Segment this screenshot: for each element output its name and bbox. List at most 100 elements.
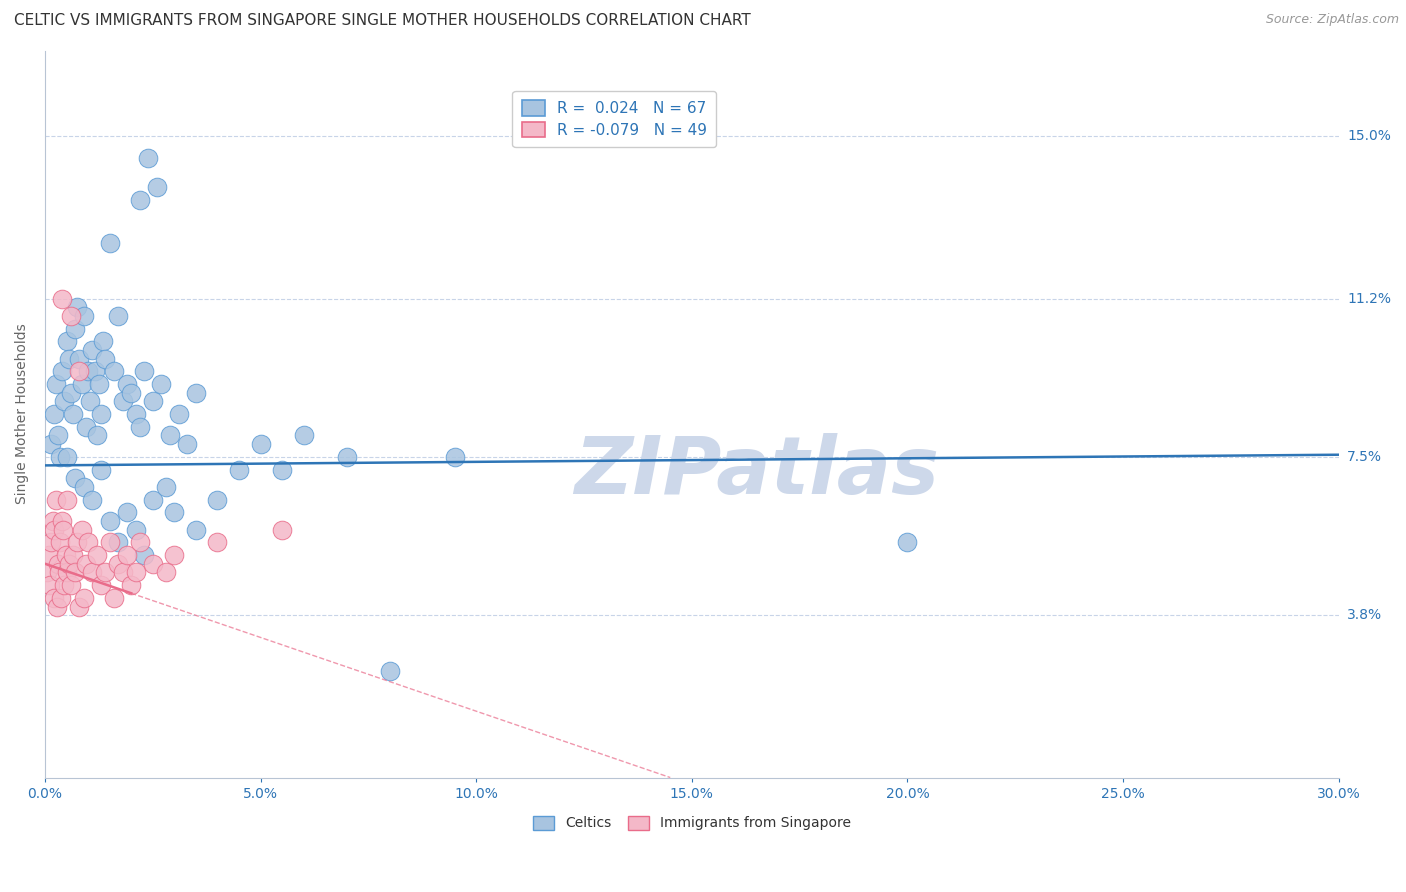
Text: ZIPatlas: ZIPatlas — [574, 434, 939, 511]
Point — [83, 364, 105, 378]
Text: 3.8%: 3.8% — [1347, 608, 1382, 622]
Point — [443, 450, 465, 464]
Point — [896, 535, 918, 549]
Point — [107, 557, 129, 571]
Point — [103, 591, 125, 605]
Point — [70, 377, 93, 392]
Point — [271, 463, 294, 477]
Text: Source: ZipAtlas.com: Source: ZipAtlas.com — [1265, 13, 1399, 27]
Point — [98, 236, 121, 251]
Point — [69, 599, 91, 614]
Point — [51, 292, 73, 306]
Point — [44, 523, 66, 537]
Point — [128, 194, 150, 208]
Point — [184, 523, 207, 537]
Point — [62, 548, 84, 562]
Point — [58, 557, 80, 571]
Point — [66, 300, 89, 314]
Point — [45, 492, 67, 507]
Point — [155, 566, 177, 580]
Legend: Celtics, Immigrants from Singapore: Celtics, Immigrants from Singapore — [527, 810, 856, 836]
Point — [124, 407, 146, 421]
Point — [42, 407, 65, 421]
Point — [115, 548, 138, 562]
Point — [167, 407, 190, 421]
Point — [207, 492, 229, 507]
Point — [115, 377, 138, 392]
Point — [176, 437, 198, 451]
Point — [138, 151, 160, 165]
Point — [134, 548, 156, 562]
Point — [82, 343, 104, 357]
Point — [73, 591, 96, 605]
Text: CELTIC VS IMMIGRANTS FROM SINGAPORE SINGLE MOTHER HOUSEHOLDS CORRELATION CHART: CELTIC VS IMMIGRANTS FROM SINGAPORE SING… — [14, 13, 751, 29]
Point — [59, 385, 82, 400]
Point — [98, 514, 121, 528]
Point — [142, 492, 165, 507]
Point — [128, 535, 150, 549]
Point — [378, 664, 401, 678]
Point — [55, 450, 77, 464]
Point — [163, 548, 186, 562]
Point — [42, 591, 65, 605]
Point — [63, 566, 86, 580]
Point — [63, 321, 86, 335]
Point — [77, 364, 100, 378]
Point — [90, 463, 112, 477]
Point — [146, 180, 169, 194]
Text: 7.5%: 7.5% — [1347, 450, 1382, 464]
Point — [128, 420, 150, 434]
Point — [53, 394, 76, 409]
Point — [38, 548, 60, 562]
Point — [41, 437, 63, 451]
Point — [49, 450, 72, 464]
Point — [111, 566, 134, 580]
Point — [98, 535, 121, 549]
Point — [142, 394, 165, 409]
Point — [55, 334, 77, 349]
Y-axis label: Single Mother Households: Single Mother Households — [15, 324, 30, 505]
Point — [55, 548, 77, 562]
Point — [51, 591, 73, 605]
Point — [79, 394, 101, 409]
Point — [51, 364, 73, 378]
Point — [111, 394, 134, 409]
Point — [77, 535, 100, 549]
Point — [49, 535, 72, 549]
Point — [53, 578, 76, 592]
Point — [150, 377, 173, 392]
Point — [120, 578, 142, 592]
Point — [115, 505, 138, 519]
Point — [46, 557, 69, 571]
Point — [48, 566, 70, 580]
Point — [58, 351, 80, 366]
Point — [55, 492, 77, 507]
Point — [94, 351, 117, 366]
Point — [39, 578, 62, 592]
Point — [42, 514, 65, 528]
Point — [86, 428, 108, 442]
Point — [66, 535, 89, 549]
Point — [86, 548, 108, 562]
Point — [163, 505, 186, 519]
Point — [73, 480, 96, 494]
Point — [134, 364, 156, 378]
Point — [292, 428, 315, 442]
Point — [59, 578, 82, 592]
Point — [73, 309, 96, 323]
Point — [159, 428, 181, 442]
Point — [70, 523, 93, 537]
Point — [120, 385, 142, 400]
Point — [45, 377, 67, 392]
Point — [62, 407, 84, 421]
Point — [124, 523, 146, 537]
Point — [82, 566, 104, 580]
Point — [37, 566, 59, 580]
Point — [184, 385, 207, 400]
Point — [52, 523, 75, 537]
Point — [90, 407, 112, 421]
Text: 15.0%: 15.0% — [1347, 129, 1391, 144]
Point — [94, 566, 117, 580]
Point — [249, 437, 271, 451]
Point — [75, 420, 97, 434]
